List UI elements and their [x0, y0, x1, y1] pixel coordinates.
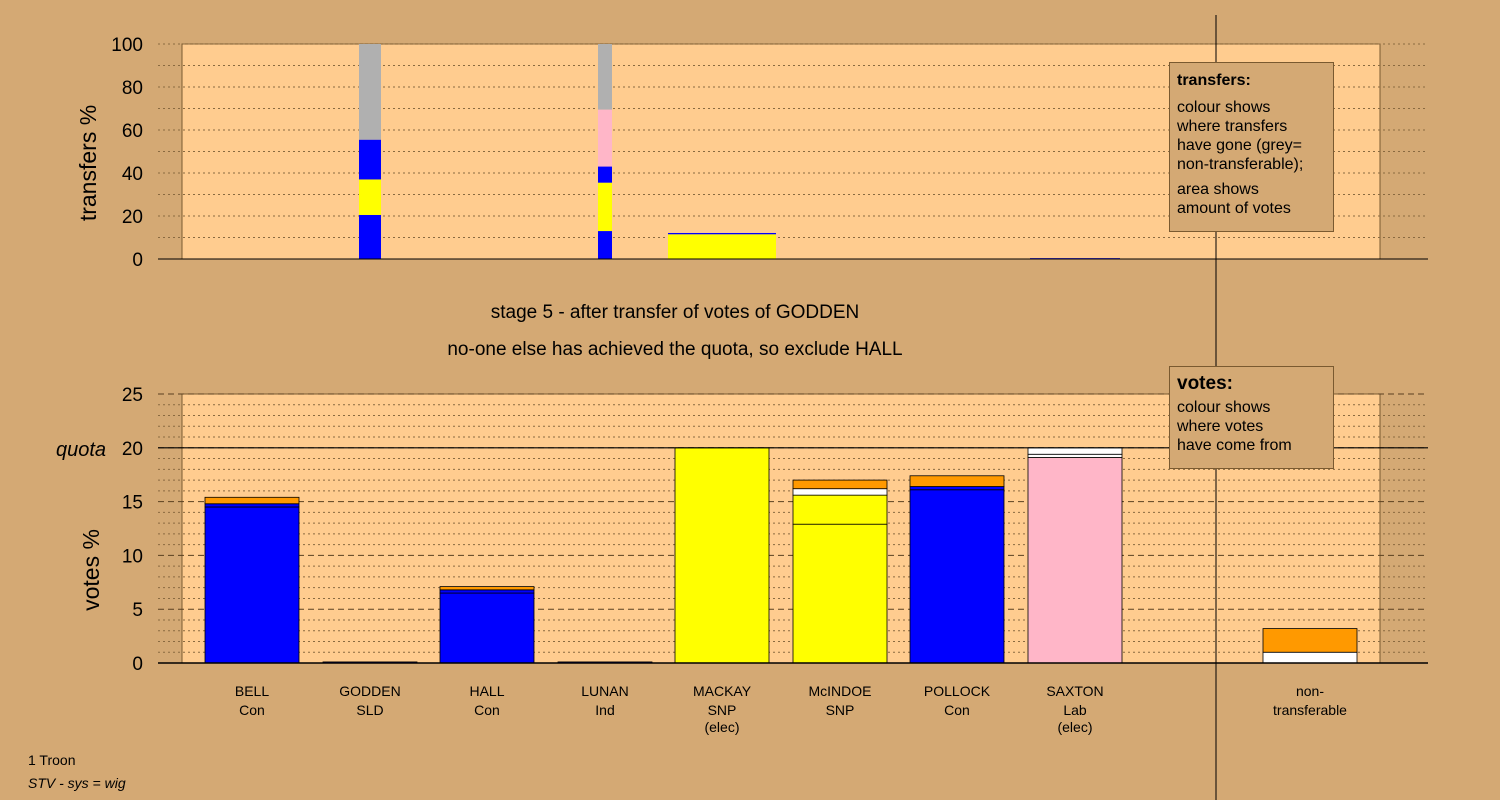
- candidate-name: SAXTON: [1046, 683, 1103, 699]
- transfers-legend-line: where transfers: [1177, 118, 1288, 135]
- candidate-note: (elec): [1057, 719, 1092, 735]
- candidate-party: Con: [239, 702, 265, 718]
- candidate-party: SLD: [356, 702, 383, 718]
- transfer-bar-segment: [598, 44, 612, 110]
- y-tick-label: 25: [122, 385, 143, 406]
- quota-label: quota: [56, 439, 106, 461]
- vote-bar-segment: [204, 506, 300, 664]
- vote-bar-segment: [439, 586, 535, 591]
- transfer-bar-segment: [668, 232, 776, 235]
- transfer-bar-segment: [359, 44, 381, 140]
- transfer-bar-segment: [668, 234, 776, 259]
- candidate-name: LUNAN: [581, 683, 628, 699]
- vote-bar-segment: [792, 488, 888, 496]
- votes-legend: votes: colour shows where votes have com…: [1169, 366, 1334, 469]
- footer-ward: 1 Troon: [28, 752, 76, 768]
- vote-bar-segment: [439, 592, 535, 664]
- stage-title: stage 5 - after transfer of votes of GOD…: [491, 302, 860, 323]
- candidate-party: SNP: [826, 702, 855, 718]
- vote-bar-segment: [1027, 453, 1123, 458]
- footer-system: STV - sys = wig: [28, 775, 126, 791]
- transfers-legend-line: non-transferable);: [1177, 156, 1304, 173]
- y-tick-label: 80: [122, 78, 143, 99]
- vote-bar-segment: [792, 494, 888, 525]
- transfers-legend: transfers: colour shows where transfers …: [1169, 62, 1334, 232]
- candidate-name: HALL: [469, 683, 504, 699]
- transfer-bar-segment: [598, 182, 612, 232]
- vote-bar-segment: [1262, 628, 1358, 653]
- transfers-legend-line: have gone (grey=: [1177, 137, 1302, 154]
- transfer-bar-segment: [598, 231, 612, 259]
- vote-bar-segment: [204, 496, 300, 505]
- y-tick-label: 0: [132, 250, 143, 271]
- vote-bar-segment: [909, 486, 1005, 491]
- transfers-axis-label: transfers %: [75, 105, 101, 221]
- y-tick-label: 100: [111, 35, 143, 56]
- transfer-bar-segment: [359, 214, 381, 259]
- transfers-legend-title: transfers:: [1177, 72, 1251, 89]
- candidate-party: SNP: [708, 702, 737, 718]
- candidate-party: Lab: [1063, 702, 1087, 718]
- y-tick-label: 60: [122, 121, 143, 142]
- transfer-bar-segment: [359, 139, 381, 180]
- candidate-name: McINDOE: [809, 683, 872, 699]
- y-tick-label: 40: [122, 164, 143, 185]
- candidate-party: Con: [944, 702, 970, 718]
- candidate-name: POLLOCK: [924, 683, 991, 699]
- y-tick-label: 0: [132, 654, 143, 675]
- transfers-legend-line: amount of votes: [1177, 200, 1291, 217]
- vote-bar-segment: [1027, 447, 1123, 455]
- y-tick-label: 5: [132, 600, 143, 621]
- vote-bar-segment: [1027, 457, 1123, 664]
- nontransferable-label: transferable: [1273, 702, 1347, 718]
- transfer-bar-segment: [598, 166, 612, 183]
- vote-bar-segment: [1262, 651, 1358, 664]
- stage-subtitle: no-one else has achieved the quota, so e…: [447, 339, 902, 360]
- vote-bar-segment: [674, 447, 770, 664]
- vote-bar-segment: [909, 489, 1005, 664]
- vote-bar-segment: [792, 523, 888, 664]
- candidate-note: (elec): [704, 719, 739, 735]
- transfer-bar-segment: [359, 179, 381, 215]
- transfers-legend-line: area shows: [1177, 181, 1259, 198]
- votes-legend-line: colour shows: [1177, 399, 1271, 416]
- nontransferable-label: non-: [1296, 683, 1324, 699]
- candidate-labels: BELL Con GODDEN SLD HALL Con LUNAN Ind MACKAY SNP…: [235, 683, 1347, 735]
- votes-axis-label: votes %: [78, 529, 104, 611]
- candidate-party: Con: [474, 702, 500, 718]
- y-tick-label: 20: [122, 207, 143, 228]
- y-tick-label: 20: [122, 439, 143, 460]
- votes-legend-line: have come from: [1177, 437, 1292, 454]
- candidate-name: BELL: [235, 683, 269, 699]
- y-tick-label: 10: [122, 546, 143, 567]
- vote-bar-segment: [792, 479, 888, 490]
- y-tick-label: 15: [122, 493, 143, 514]
- vote-bar-segment: [439, 589, 535, 594]
- vote-bar-segment: [909, 475, 1005, 487]
- votes-legend-title: votes:: [1177, 373, 1233, 394]
- candidate-name: GODDEN: [339, 683, 400, 699]
- votes-legend-line: where votes: [1177, 418, 1264, 435]
- vote-bar-segment: [204, 503, 300, 508]
- transfer-bar-segment: [598, 109, 612, 167]
- candidate-name: MACKAY: [693, 683, 752, 699]
- candidate-party: Ind: [595, 702, 614, 718]
- transfers-legend-line: colour shows: [1177, 99, 1271, 116]
